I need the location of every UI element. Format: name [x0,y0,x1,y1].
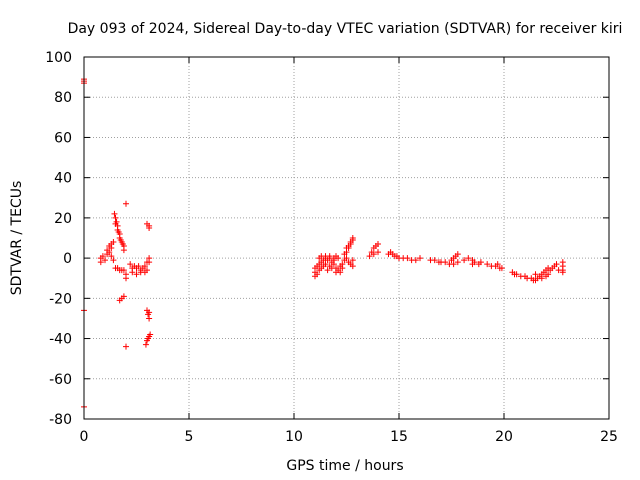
data-point [442,259,449,266]
data-point [110,239,117,246]
data-point [106,249,113,256]
data-point [494,261,501,268]
data-point [324,267,331,274]
data-point [99,253,106,260]
y-tick-label: -20 [49,291,72,307]
data-point [322,261,329,268]
data-point [110,257,117,264]
data-point [375,241,381,248]
data-point [314,271,321,278]
x-tick-label: 0 [80,429,89,445]
x-tick-label: 20 [495,429,513,445]
data-point [146,315,153,322]
data-point [108,253,115,260]
data-point [123,275,129,282]
data-point [123,343,129,350]
data-point [137,269,144,276]
data-point [477,259,484,266]
data-point [330,261,337,268]
data-point [129,269,136,276]
data-point [465,255,472,262]
y-tick-label: 100 [45,50,72,66]
data-point [337,269,344,276]
data-point [498,265,505,272]
data-point [349,263,356,270]
data-point [349,235,356,241]
data-point [347,241,354,248]
x-tick-label: 10 [285,429,303,445]
y-tick-label: -80 [49,412,72,428]
data-point [339,261,346,268]
data-point [141,263,148,270]
data-point [112,214,119,221]
data-point [404,255,411,262]
x-tick-label: 5 [185,429,194,445]
data-point [97,259,104,266]
data-point [146,224,153,231]
data-point [431,257,438,264]
data-point [454,259,461,266]
data-point [133,271,140,278]
data-point [454,251,461,258]
data-point [146,309,153,316]
y-axis-label: SDTVAR / TECUs [9,181,25,296]
data-point [450,261,457,268]
data-point [146,259,153,266]
chart-title: Day 093 of 2024, Sidereal Day-to-day VTE… [68,21,623,37]
y-tick-label: 40 [54,171,72,187]
data-point [135,263,142,270]
data-point [538,275,545,282]
y-tick-label: 80 [54,90,72,106]
data-point [127,261,134,268]
data-point [375,249,381,256]
data-point [532,271,539,278]
y-tick-label: -40 [49,332,72,348]
data-point [113,218,120,225]
data-point [412,257,419,264]
data-point [559,269,566,276]
data-point [123,200,129,207]
plot-frame [83,56,610,420]
data-point [120,267,127,274]
data-point [120,247,127,254]
data-point [111,210,118,217]
data-point [545,271,552,278]
data-point [553,261,560,268]
data-point [120,293,127,300]
data-point [484,261,491,268]
data-points [81,76,566,410]
data-point [326,253,333,260]
y-axis-ticks: 100 80 60 40 20 0 -20 -40 -60 -80 [45,50,609,428]
y-tick-label: 0 [63,251,72,267]
grid-lines [84,57,609,419]
data-point [366,253,373,260]
data-point [469,261,476,268]
x-tick-label: 25 [600,429,618,445]
y-tick-label: 20 [54,211,72,227]
data-point [349,257,356,264]
x-axis-label: GPS time / hours [286,458,403,474]
data-point [142,341,149,348]
data-point [144,267,150,274]
data-point [461,257,468,264]
data-point [513,271,520,278]
data-point [370,251,377,258]
data-point [147,331,154,338]
data-point [335,255,342,262]
y-tick-label: -60 [49,372,72,388]
data-point [343,255,350,262]
y-tick-label: 60 [54,130,72,146]
x-tick-label: 15 [390,429,408,445]
data-point [108,245,115,252]
data-point [102,257,108,264]
data-point [417,255,423,262]
